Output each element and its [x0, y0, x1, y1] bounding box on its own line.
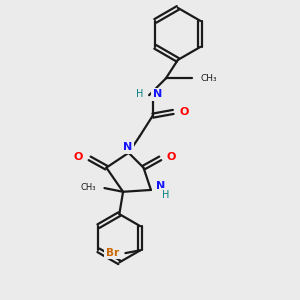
- Text: O: O: [180, 107, 189, 117]
- Text: N: N: [123, 142, 132, 152]
- Text: O: O: [74, 152, 83, 161]
- Text: N: N: [156, 181, 165, 191]
- Text: O: O: [167, 152, 176, 161]
- Text: H: H: [136, 89, 143, 99]
- Text: H: H: [162, 190, 169, 200]
- Text: CH₃: CH₃: [81, 183, 96, 192]
- Text: CH₃: CH₃: [200, 74, 217, 83]
- Text: Br: Br: [106, 248, 119, 258]
- Text: N: N: [153, 89, 162, 99]
